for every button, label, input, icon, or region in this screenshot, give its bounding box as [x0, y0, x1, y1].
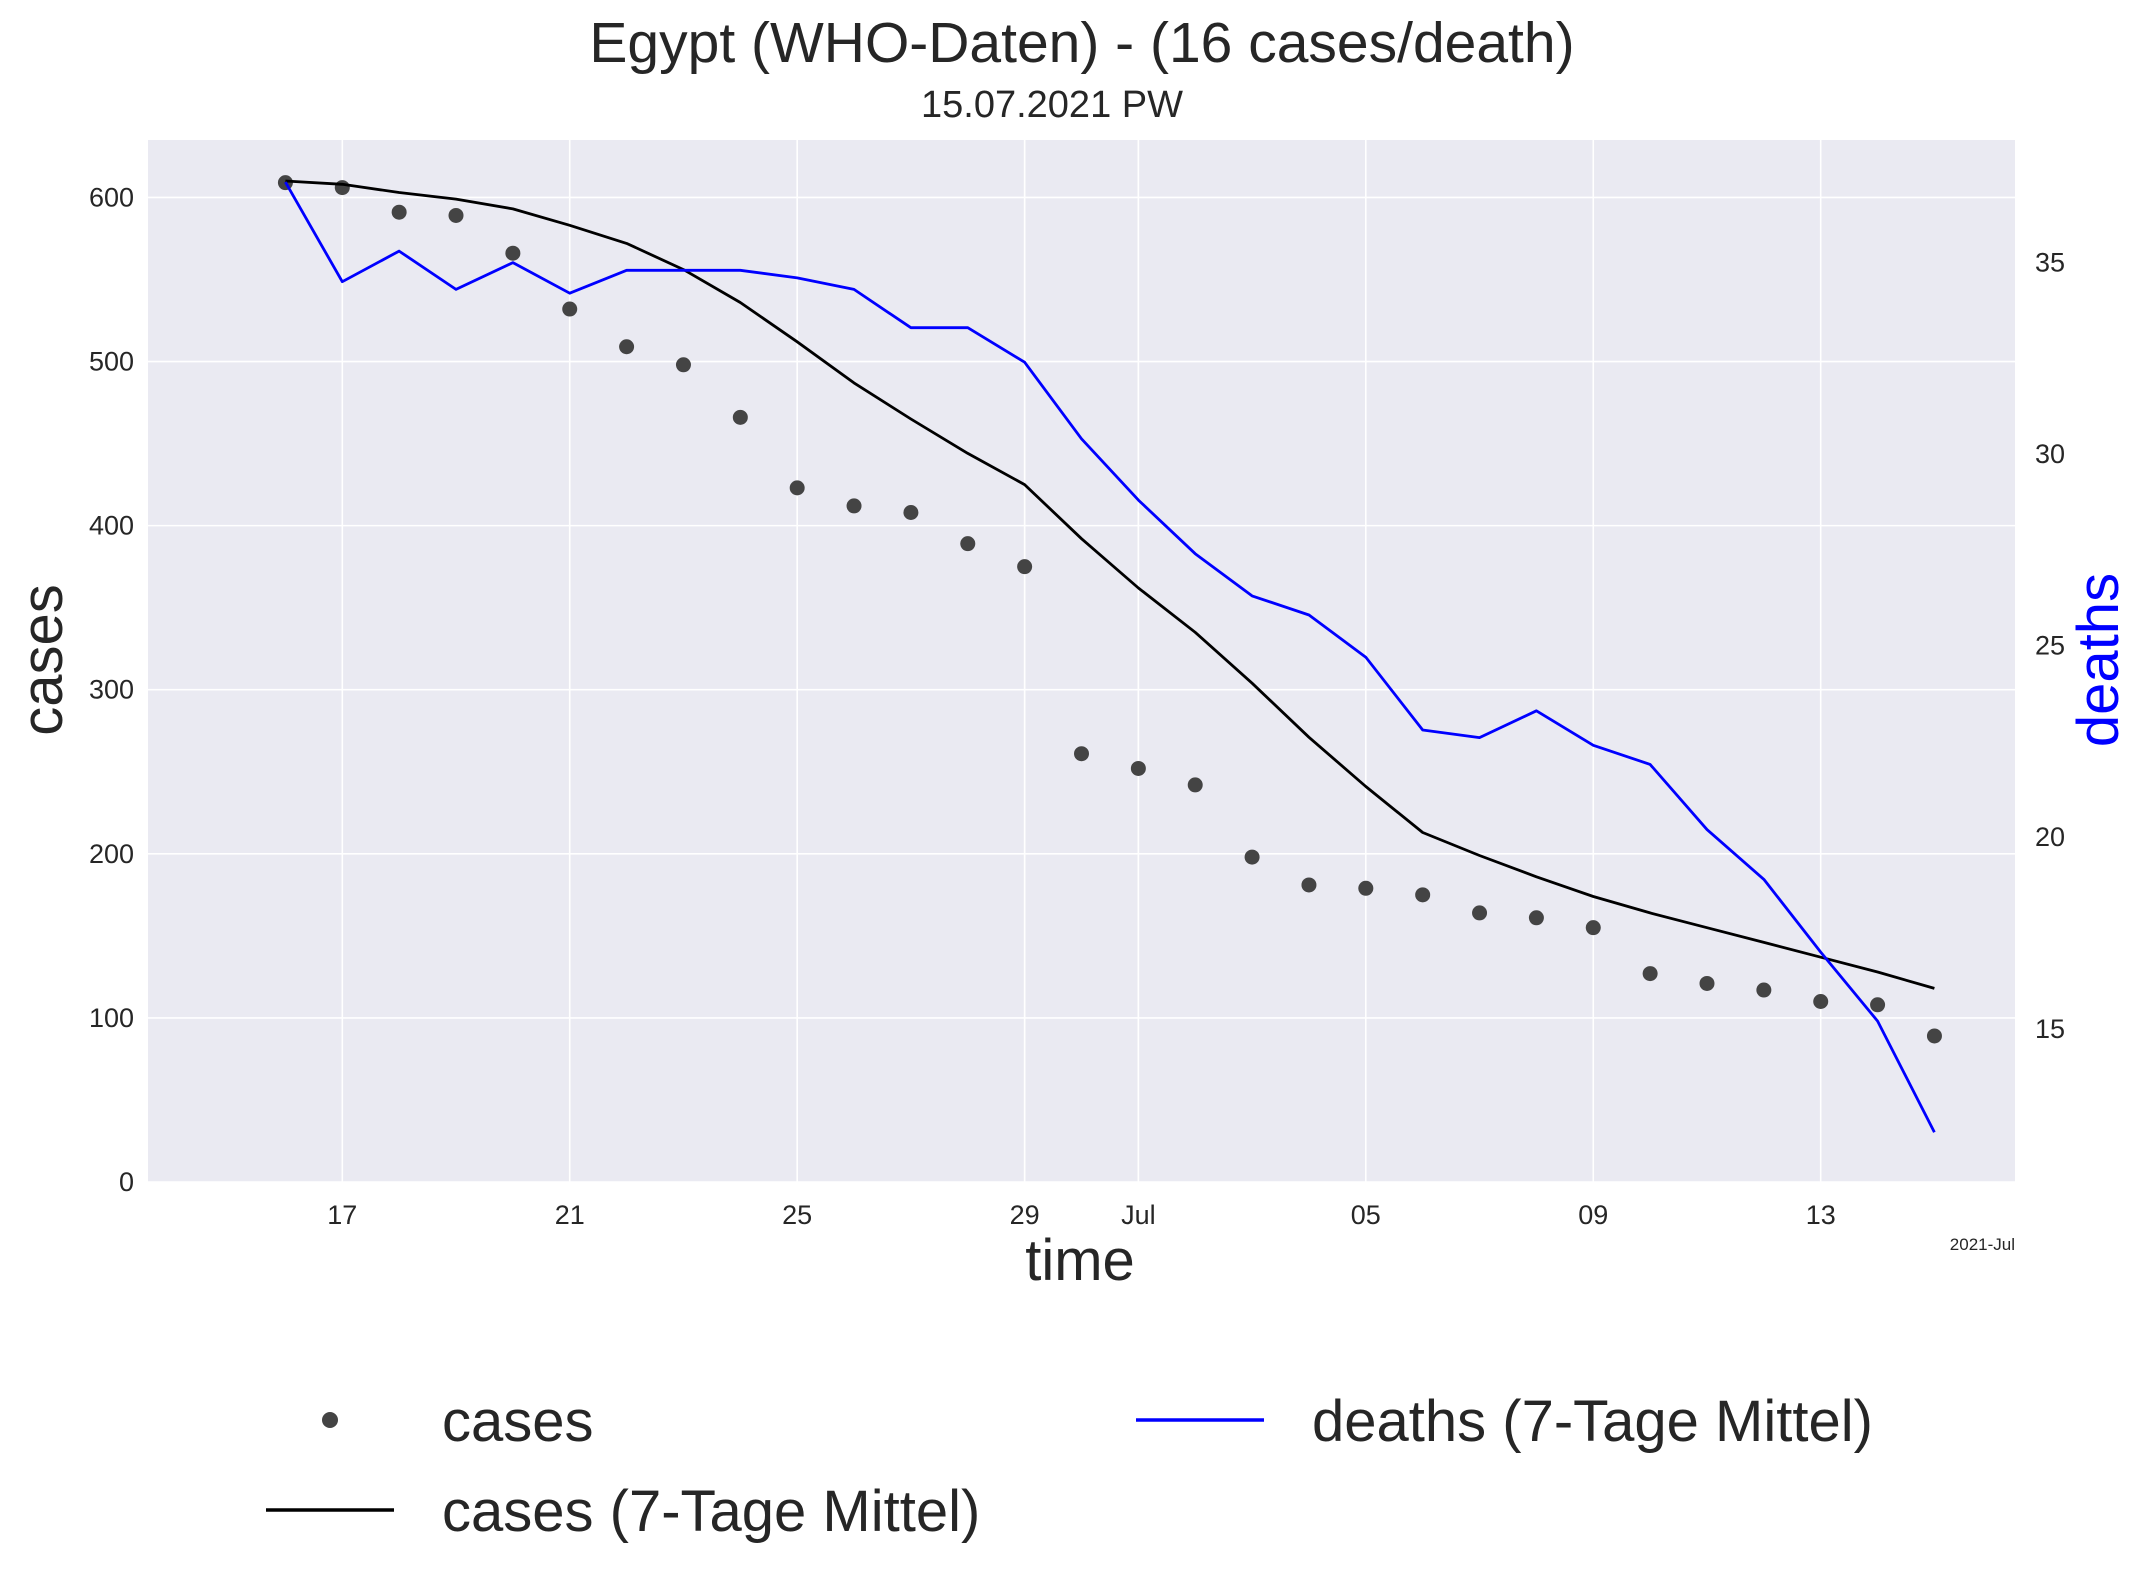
cases-point: [1642, 966, 1658, 982]
x-tick-label: 05: [1351, 1200, 1381, 1230]
y-right-tick-label: 30: [2035, 439, 2065, 469]
y-tick-label: 600: [89, 182, 134, 212]
legend-cases-marker: [322, 1412, 338, 1428]
y-tick-label: 300: [89, 675, 134, 705]
y-tick-label: 100: [89, 1003, 134, 1033]
cases-point: [391, 204, 407, 220]
legend-cases-label: cases: [442, 1389, 594, 1454]
cases-point: [1472, 905, 1488, 921]
cases-point: [1870, 997, 1886, 1013]
ticks-layer: 17 21 25 29 Jul 05 09 13 0 100 200 300 400 500 600 15 20…: [89, 182, 2065, 1230]
chart-title: Egypt (WHO-Daten) - (16 cases/death): [589, 11, 1574, 75]
series-layer: [277, 175, 1942, 1133]
x-tick-label: 17: [327, 1200, 357, 1230]
cases-point: [334, 180, 350, 196]
cases-point: [1415, 887, 1431, 903]
cases-point: [1244, 849, 1260, 865]
cases-point: [960, 536, 976, 552]
y-tick-label: 0: [119, 1167, 134, 1197]
x-tick-label: 21: [555, 1200, 585, 1230]
cases-point: [1756, 982, 1772, 998]
y-axis-label: cases: [10, 584, 75, 736]
y-axis-right-label: deaths: [2066, 573, 2131, 747]
y-right-tick-label: 25: [2035, 631, 2065, 661]
cases-point: [505, 245, 521, 261]
x-axis-offset-label: 2021-Jul: [1950, 1235, 2015, 1254]
cases-point: [789, 480, 805, 496]
cases-point: [1074, 746, 1089, 762]
cases-point: [1187, 777, 1203, 793]
cases-point: [1130, 760, 1146, 776]
cases-point: [1017, 559, 1033, 575]
y-right-tick-label: 35: [2035, 248, 2065, 278]
y-right-tick-label: 20: [2035, 822, 2065, 852]
cases-point: [448, 207, 464, 223]
x-tick-label: 13: [1806, 1200, 1836, 1230]
deaths-avg-line: [284, 181, 1936, 1133]
cases-point: [903, 504, 919, 520]
y-tick-label: 400: [89, 511, 134, 541]
cases-point: [1528, 910, 1544, 926]
x-axis-label: time: [1025, 1228, 1135, 1293]
chart-subtitle: 15.07.2021 PW: [921, 84, 1183, 126]
cases-point: [1358, 880, 1374, 896]
x-tick-label: 09: [1578, 1200, 1608, 1230]
cases-point: [1926, 1028, 1942, 1044]
x-tick-label: 25: [782, 1200, 812, 1230]
cases-point: [619, 339, 635, 355]
cases-point: [562, 301, 578, 317]
legend-cases-avg-label: cases (7-Tage Mittel): [442, 1479, 980, 1544]
cases-point: [1301, 877, 1317, 893]
cases-avg-line: [285, 179, 1935, 990]
y-right-tick-label: 15: [2035, 1014, 2065, 1044]
x-tick-label: Jul: [1121, 1200, 1156, 1230]
plot-area: [148, 140, 2015, 1182]
cases-point: [846, 498, 862, 514]
legend-deaths-avg-label: deaths (7-Tage Mittel): [1312, 1389, 1873, 1454]
y-tick-label: 500: [89, 347, 134, 377]
cases-point: [1585, 920, 1601, 936]
legend: cases cases (7-Tage Mittel) deaths (7-Ta…: [266, 1389, 1873, 1544]
cases-point: [732, 409, 748, 425]
x-tick-label: 29: [1010, 1200, 1040, 1230]
cases-point: [1813, 993, 1829, 1009]
y-tick-label: 200: [89, 839, 134, 869]
cases-point: [675, 357, 691, 373]
cases-point: [1699, 975, 1715, 991]
grid-lines: [148, 140, 2015, 1183]
